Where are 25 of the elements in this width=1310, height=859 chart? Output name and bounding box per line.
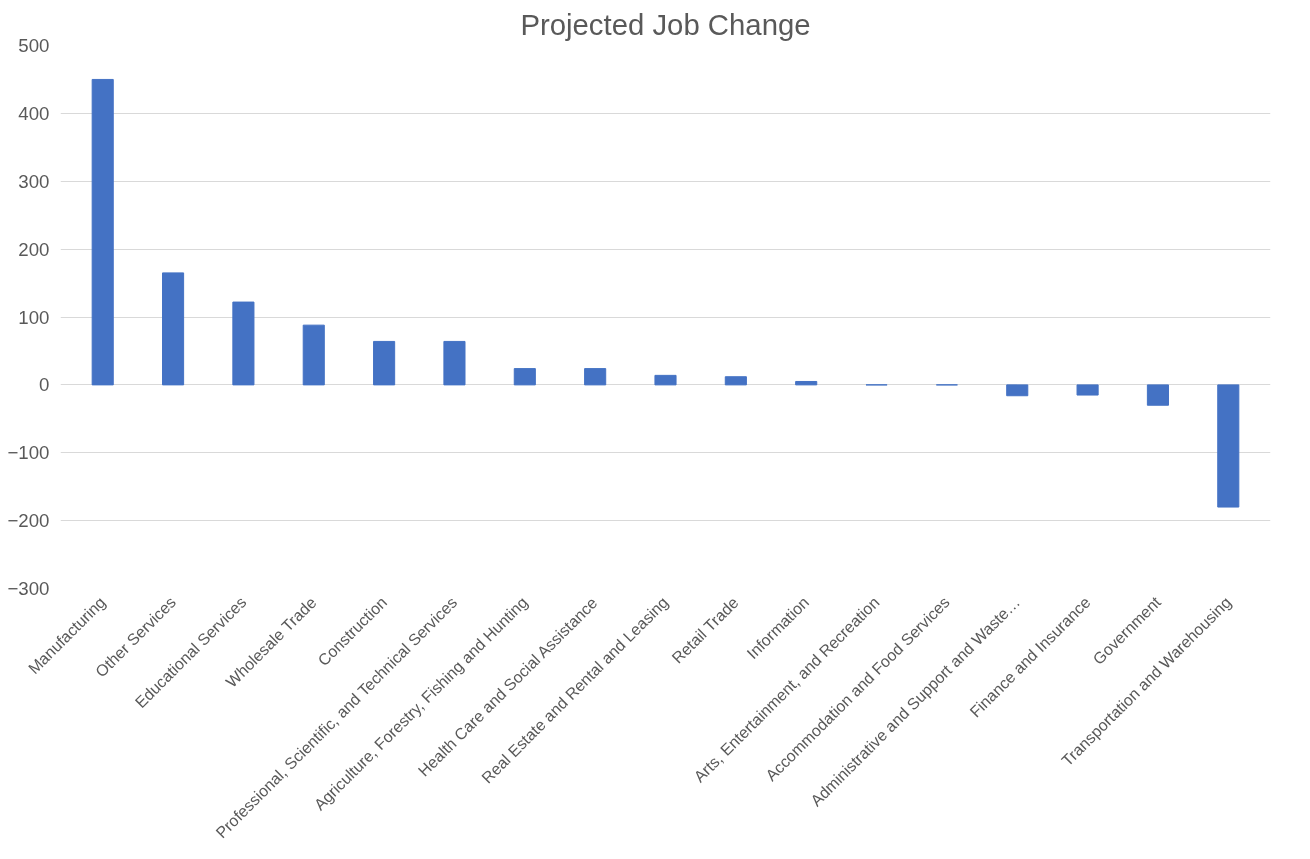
- bar: [795, 380, 818, 386]
- y-tick-label: 400: [18, 102, 50, 124]
- bar: [1146, 384, 1169, 406]
- bar: [443, 340, 466, 386]
- y-tick-label: 500: [18, 35, 50, 56]
- bar: [584, 368, 607, 386]
- y-tick-label: 0: [39, 374, 50, 396]
- y-tick-label: −100: [7, 442, 50, 464]
- bar: [232, 301, 255, 386]
- bar: [513, 368, 536, 386]
- bar: [1006, 384, 1029, 397]
- y-tick-label: 100: [18, 306, 50, 328]
- y-tick-label: 300: [18, 170, 50, 192]
- y-tick-label: −200: [7, 510, 50, 532]
- bar: [162, 272, 185, 386]
- bar: [1076, 384, 1099, 396]
- bar: [654, 374, 677, 386]
- bar: [373, 340, 396, 386]
- bar: [91, 78, 114, 386]
- chart-title: Projected Job Change: [520, 7, 811, 41]
- y-tick-label: −300: [7, 578, 50, 599]
- bar: [724, 376, 747, 386]
- bar: [1217, 384, 1240, 508]
- y-tick-label: 200: [18, 238, 50, 260]
- bar: [302, 324, 325, 386]
